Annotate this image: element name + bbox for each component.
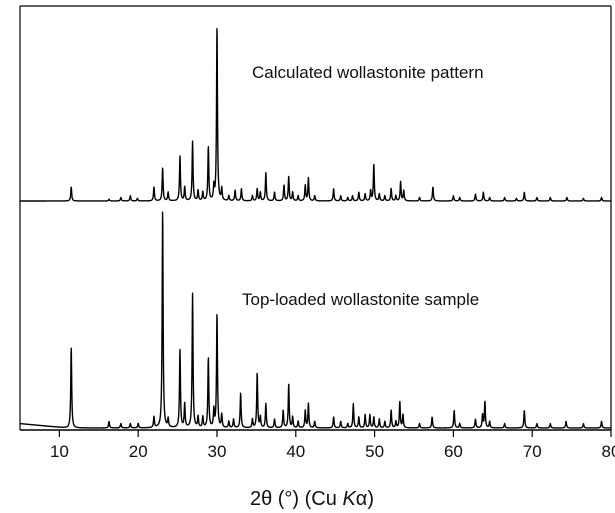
x-axis-title-end: α) <box>356 488 374 510</box>
calculated-pattern-line <box>19 27 612 202</box>
x-axis-ticks: 10 20 30 40 50 60 70 80 <box>50 430 615 461</box>
x-axis-title-main: 2θ (°) (Cu <box>250 488 342 510</box>
sample-pattern-line <box>19 211 612 429</box>
x-tick-label: 50 <box>365 442 384 461</box>
x-tick-label: 30 <box>208 442 227 461</box>
x-tick-label: 80 <box>602 442 615 461</box>
x-axis-title: 2θ (°) (Cu Kα) <box>250 488 374 510</box>
x-tick-label: 10 <box>50 442 69 461</box>
x-tick-label: 70 <box>523 442 542 461</box>
x-tick-label: 40 <box>286 442 305 461</box>
x-tick-label: 60 <box>444 442 463 461</box>
x-axis-title-italic: K <box>342 488 357 510</box>
calculated-pattern-label: Calculated wollastonite pattern <box>252 63 484 82</box>
x-tick-label: 20 <box>129 442 148 461</box>
sample-pattern-label: Top-loaded wollastonite sample <box>242 290 479 309</box>
